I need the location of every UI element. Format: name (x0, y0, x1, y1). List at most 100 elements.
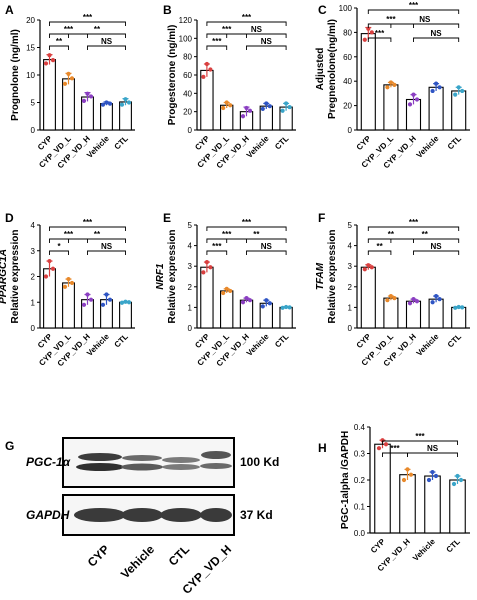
pgc1a-band-upper-lane-2 (122, 455, 162, 461)
blot-lane-label: Vehicle (118, 542, 157, 581)
data-point (264, 298, 269, 303)
data-point (107, 297, 113, 302)
y-axis-label: PPARGC1A (0, 249, 9, 304)
significance-label: NS (427, 444, 439, 453)
x-tick-label: CYP (355, 332, 373, 350)
significance-bracket (407, 452, 458, 457)
significance-bracket (382, 440, 458, 445)
significance-label: ** (94, 230, 101, 239)
data-point (247, 108, 253, 113)
y-tick-label: 0.1 (354, 503, 366, 512)
data-point (385, 298, 390, 303)
significance-bracket (49, 45, 69, 50)
x-tick-label: CTL (446, 134, 463, 151)
significance-bracket (390, 238, 460, 243)
significance-bracket (49, 226, 126, 231)
y-tick-label: 2 (348, 283, 353, 292)
data-point (267, 301, 272, 306)
data-point (100, 302, 106, 307)
y-tick-label: 0 (348, 126, 353, 135)
data-point (392, 296, 397, 301)
significance-label: ** (94, 25, 101, 34)
x-tick-label: CTL (273, 332, 290, 349)
data-point (460, 305, 465, 310)
bar (424, 475, 441, 534)
bar (383, 84, 399, 131)
y-tick-label: 0 (31, 126, 36, 135)
data-point (123, 97, 128, 102)
y-tick-label: 100 (339, 4, 353, 13)
x-tick-label: Vehicle (245, 134, 271, 160)
y-tick-label: 0 (188, 324, 193, 333)
data-point (411, 297, 416, 302)
data-point (267, 104, 272, 109)
y-tick-label: 1 (31, 298, 36, 307)
data-point (224, 100, 229, 105)
y-tick-label: 15 (26, 44, 35, 53)
gapdh-band-lane-1 (74, 508, 126, 522)
significance-bracket (206, 226, 287, 231)
y-tick-label: 5 (188, 221, 193, 230)
significance-bracket (367, 9, 460, 14)
panel-letter: F (318, 211, 325, 225)
bar (119, 301, 132, 329)
data-point (430, 88, 435, 94)
significance-label: *** (83, 13, 93, 22)
significance-bracket (87, 45, 126, 50)
significance-label: NS (101, 242, 113, 251)
data-point (458, 477, 464, 483)
y-tick-label: 60 (183, 71, 192, 80)
significance-label: *** (409, 1, 419, 10)
data-point (430, 469, 435, 475)
data-point (208, 265, 213, 270)
data-point (69, 280, 75, 286)
data-point (287, 104, 292, 110)
data-point (426, 477, 432, 483)
panel-letter: E (163, 211, 171, 225)
data-point (119, 102, 125, 107)
y-axis-label: Pregnenolone(ng/ml) (327, 19, 338, 119)
pgc1a-band-lower-lane-3 (162, 464, 200, 470)
y-tick-label: 80 (183, 53, 192, 62)
data-point (201, 74, 206, 79)
significance-bracket (68, 33, 126, 38)
y-tick-label: 0.0 (354, 529, 366, 538)
pgc1a-band-upper-lane-4 (201, 451, 231, 459)
data-point (405, 467, 410, 472)
data-point (287, 305, 292, 310)
western-blot-panel: G PGC-1α GAPDH 100 Kd 37 Kd CYP Vehicle … (5, 437, 279, 597)
significance-bracket (367, 250, 392, 255)
pgc1a-band-upper-lane-1 (78, 453, 122, 461)
significance-label: ** (388, 230, 395, 239)
bar (62, 78, 75, 131)
x-tick-label: CTL (273, 134, 290, 151)
data-point (43, 61, 49, 66)
blot-label-gapdh: GAPDH (26, 508, 70, 522)
y-tick-label: 2 (31, 273, 36, 282)
y-tick-label: 4 (188, 242, 193, 251)
data-point (104, 292, 109, 297)
data-point (284, 304, 289, 310)
gapdh-band-lane-3 (160, 508, 202, 522)
panel-letter: C (318, 3, 327, 17)
data-point (369, 30, 374, 35)
y-tick-label: 0 (188, 126, 193, 135)
significance-label: *** (64, 230, 74, 239)
y-tick-label: 3 (31, 247, 36, 256)
data-point (123, 299, 128, 304)
data-point (228, 103, 233, 108)
data-point (201, 270, 206, 275)
pgc1a-band-upper-lane-3 (162, 457, 200, 463)
y-tick-label: 0 (31, 324, 36, 333)
y-tick-label: 4 (348, 242, 353, 251)
data-point (50, 58, 56, 63)
significance-bracket (413, 37, 460, 42)
y-tick-label: 120 (179, 16, 193, 25)
data-point (437, 85, 442, 90)
panel-letter: H (318, 441, 327, 455)
data-point (240, 300, 246, 305)
data-point (366, 263, 371, 268)
